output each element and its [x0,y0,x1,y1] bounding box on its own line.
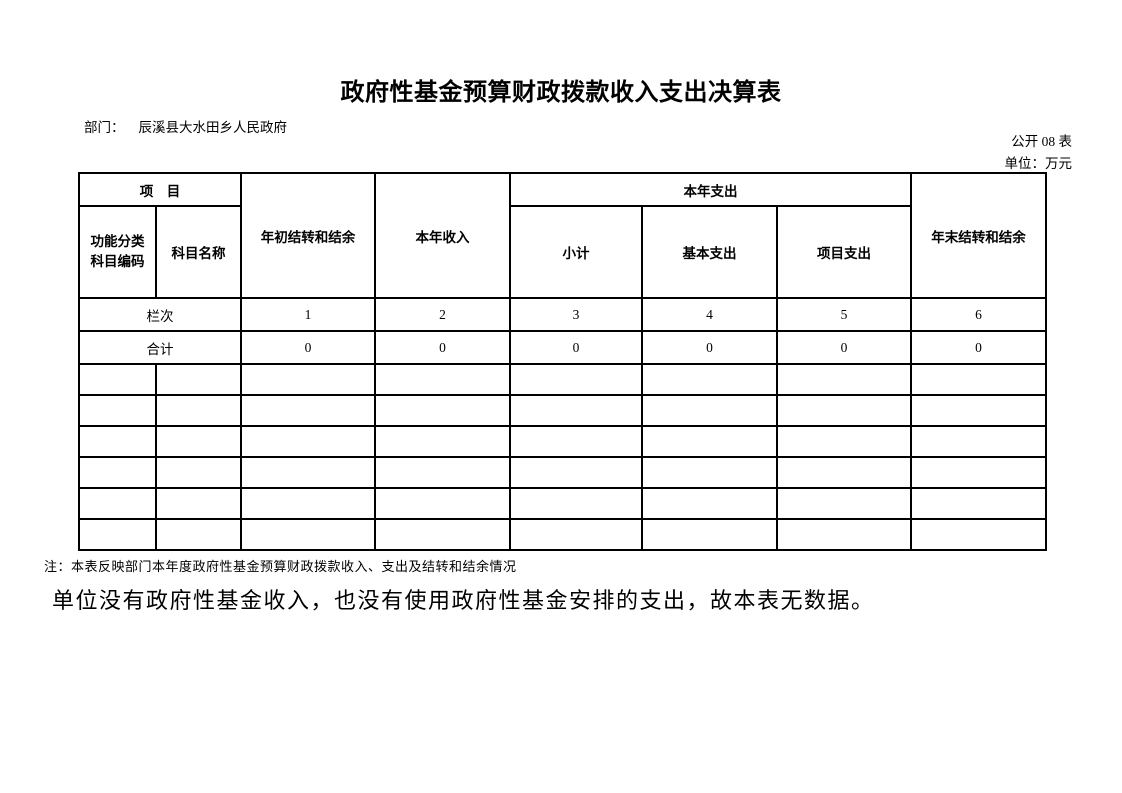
empty-cell [155,394,242,427]
empty-cell [78,456,157,489]
empty-cell [374,394,511,427]
empty-cell [78,487,157,520]
empty-cell [776,394,912,427]
header-row-top: 项 目 年初结转和结余 本年收入 本年支出 年末结转和结余 [78,172,1047,299]
empty-cell [776,487,912,520]
total-cell: 0 [240,330,376,365]
header-function-code-line2: 科目编码 [90,254,145,269]
empty-cell [155,363,242,396]
empty-cell [78,394,157,427]
empty-cell [641,363,778,396]
department-line: 部门： 辰溪县大水田乡人民政府 [84,116,287,136]
empty-cell [240,456,376,489]
header-function-code-line1: 功能分类 [90,234,145,249]
column-index-cell: 2 [374,297,511,332]
empty-row [78,518,1047,551]
empty-row [78,425,1047,458]
header-basic-expense: 基本支出 [641,205,778,299]
empty-cell [155,425,242,458]
empty-cell [776,456,912,489]
total-row: 合计 0 0 0 0 0 0 [78,330,1047,365]
header-expense-group: 本年支出 [509,172,912,207]
empty-cell [240,425,376,458]
header-project-expense: 项目支出 [776,205,912,299]
column-index-cell: 6 [910,297,1047,332]
empty-cell [910,363,1047,396]
meta-block: 公开 08 表 单位：万元 [1005,131,1073,175]
empty-cell [509,456,643,489]
department-label: 部门： [84,120,125,135]
unit-label: 单位：万元 [1004,156,1073,171]
header-row-sub: 功能分类 科目编码 科目名称 小计 基本支出 项目支出 [78,205,1046,299]
budget-table: 项 目 年初结转和结余 本年收入 本年支出 年末结转和结余 功能分类 科目编码 … [78,172,1047,551]
empty-cell [509,363,643,396]
empty-cell [374,456,511,489]
empty-cell [78,363,157,396]
column-index-cell: 4 [641,297,778,332]
empty-cell [240,394,376,427]
empty-cell [776,363,912,396]
empty-cell [374,487,511,520]
empty-row [78,456,1047,489]
header-end-balance: 年末结转和结余 [910,172,1047,299]
header-subject-name: 科目名称 [155,205,242,299]
header-function-code: 功能分类 科目编码 [78,205,157,299]
department-value: 辰溪县大水田乡人民政府 [138,120,288,135]
column-index-cell: 5 [776,297,912,332]
empty-cell [374,425,511,458]
page-title: 政府性基金预算财政拨款收入支出决算表 [340,79,782,106]
column-index-label: 栏次 [78,297,242,332]
closing-statement: 单位没有政府性基金收入，也没有使用政府性基金安排的支出，故本表无数据。 [52,588,875,613]
empty-cell [240,518,376,551]
header-item-group: 项 目 [78,172,242,207]
empty-cell [78,518,157,551]
footer-note: 注：本表反映部门本年度政府性基金预算财政拨款收入、支出及结转和结余情况 [44,559,517,574]
empty-cell [78,425,157,458]
column-index-cell: 1 [240,297,376,332]
total-cell: 0 [910,330,1047,365]
empty-cell [776,518,912,551]
header-year-income: 本年收入 [374,172,511,299]
header-subtotal: 小计 [509,205,643,299]
empty-cell [240,363,376,396]
empty-cell [374,363,511,396]
total-label: 合计 [78,330,242,365]
empty-cell [374,518,511,551]
empty-cell [641,394,778,427]
empty-cell [509,425,643,458]
empty-cell [155,456,242,489]
total-cell: 0 [641,330,778,365]
empty-cell [240,487,376,520]
total-cell: 0 [374,330,511,365]
header-begin-balance: 年初结转和结余 [240,172,376,299]
empty-cell [641,456,778,489]
empty-row [78,363,1047,396]
empty-cell [641,518,778,551]
empty-cell [910,456,1047,489]
empty-cell [910,518,1047,551]
empty-cell [910,487,1047,520]
empty-cell [641,487,778,520]
empty-cell [155,487,242,520]
total-cell: 0 [509,330,643,365]
column-index-cell: 3 [509,297,643,332]
empty-cell [155,518,242,551]
table-code: 公开 08 表 [1011,134,1072,149]
empty-cell [776,425,912,458]
column-index-row: 栏次 1 2 3 4 5 6 [78,297,1047,332]
empty-cell [509,518,643,551]
empty-cell [509,487,643,520]
empty-cell [910,425,1047,458]
total-cell: 0 [776,330,912,365]
empty-row [78,394,1047,427]
empty-row [78,487,1047,520]
empty-cell [641,425,778,458]
empty-cell [910,394,1047,427]
empty-cell [509,394,643,427]
